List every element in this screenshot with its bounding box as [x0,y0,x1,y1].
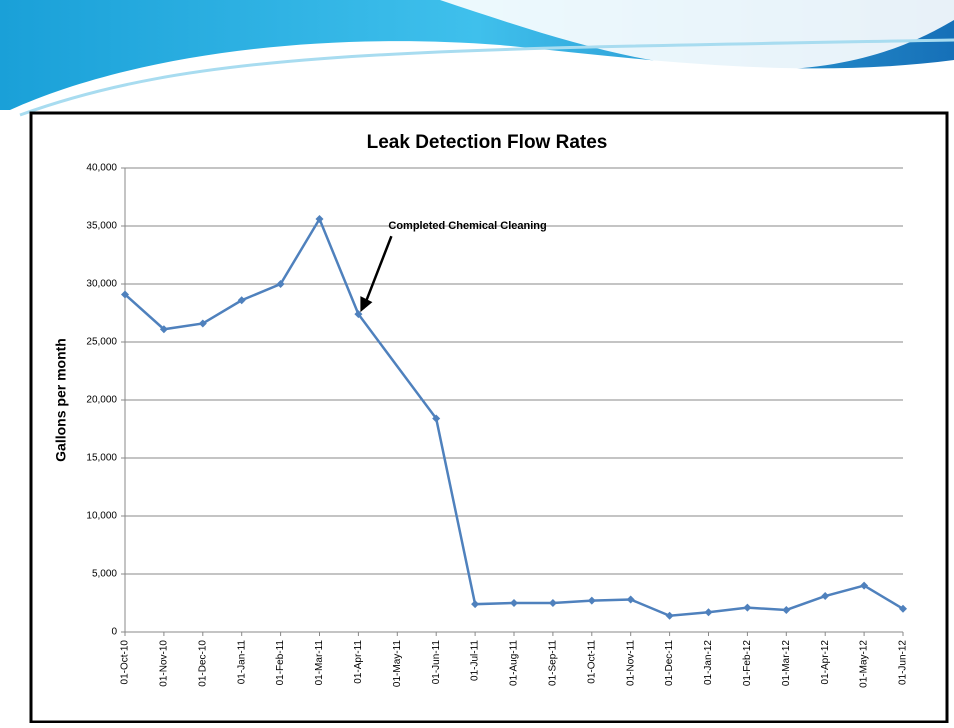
x-tick-label: 01-Aug-11 [509,640,520,686]
x-tick-label: 01-Oct-11 [586,640,597,684]
x-tick-label: 01-Jun-12 [898,640,909,685]
x-tick-label: 01-Nov-10 [159,640,170,687]
y-tick-label: 20,000 [86,395,117,406]
x-tick-label: 01-Jan-11 [236,640,247,685]
x-tick-label: 01-Mar-11 [314,640,325,686]
x-tick-label: 01-Mar-12 [781,640,792,687]
y-tick-label: 35,000 [86,221,117,232]
y-tick-label: 0 [111,627,117,638]
chart-title: Leak Detection Flow Rates [367,132,608,153]
x-tick-label: 01-Feb-11 [275,640,286,686]
x-tick-label: 01-Jun-11 [431,640,442,685]
x-tick-label: 01-Apr-11 [353,640,364,684]
x-tick-label: 01-May-12 [859,640,870,688]
y-tick-label: 40,000 [86,163,117,174]
y-tick-label: 5,000 [92,569,117,580]
y-tick-label: 30,000 [86,279,117,290]
y-tick-label: 10,000 [86,511,117,522]
x-tick-label: 01-Dec-11 [664,640,675,686]
x-tick-label: 01-Jul-11 [470,640,481,681]
x-tick-label: 01-Oct-10 [120,640,131,685]
y-tick-label: 15,000 [86,453,117,464]
y-tick-label: 25,000 [86,337,117,348]
y-axis-label: Gallons per month [53,338,69,462]
x-tick-label: 01-Feb-12 [742,640,753,687]
slide: Leak Detection Flow Rates Gallons per mo… [0,0,954,723]
annotation: Completed Chemical Cleaning [388,220,546,232]
x-tick-label: 01-May-11 [392,640,403,687]
x-tick-label: 01-Jan-12 [703,640,714,685]
x-tick-label: 01-Nov-11 [625,640,636,686]
chart-frame [31,113,947,722]
x-tick-label: 01-Sep-11 [548,640,559,686]
x-tick-label: 01-Dec-10 [197,640,208,687]
x-tick-label: 01-Apr-12 [820,640,831,685]
